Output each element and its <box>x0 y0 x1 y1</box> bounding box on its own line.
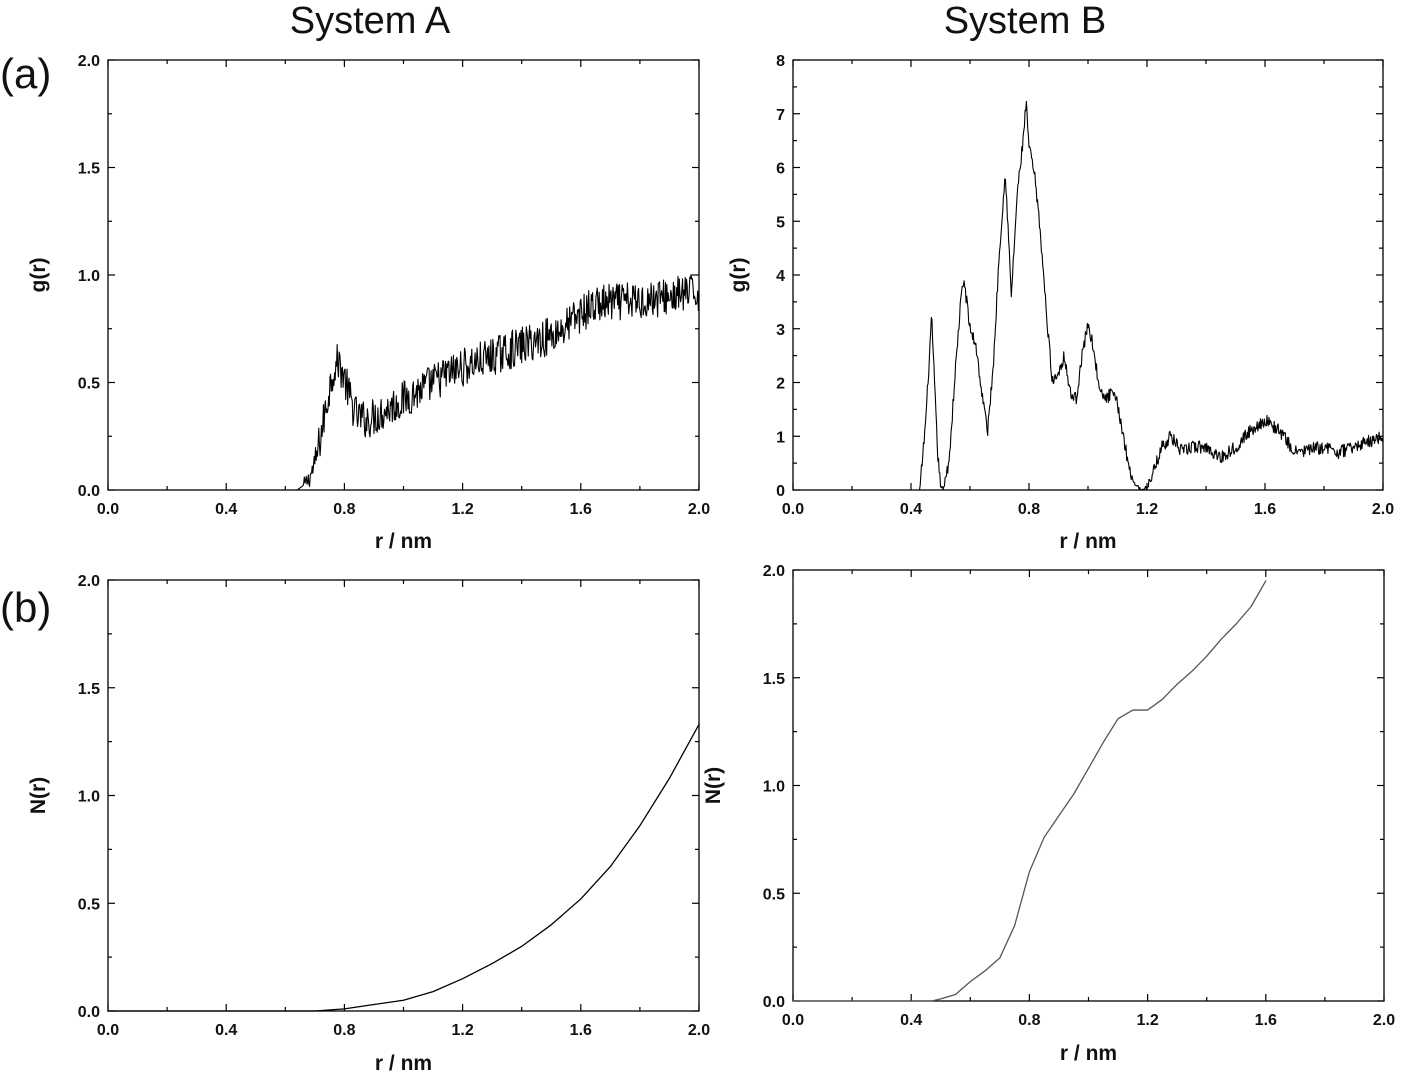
row-label-a: (a) <box>0 50 51 97</box>
x-tick-label: 1.2 <box>1136 1012 1158 1029</box>
x-tick-label: 0.0 <box>782 1012 804 1029</box>
y-tick-label: 0.5 <box>763 886 785 903</box>
y-tick-label: 7 <box>776 107 785 124</box>
y-tick-label: 0.5 <box>78 896 100 913</box>
y-tick-label: 2 <box>776 376 785 393</box>
y-tick-label: 0 <box>776 483 785 500</box>
chart-panel-a-system-a: 0.0 0.4 0.8 1.2 1.6 2.0 0.0 0.5 1.0 1.5 2.0 r / nm g… <box>27 53 710 553</box>
y-tick-label: 2.0 <box>78 53 100 70</box>
x-tick-label: 1.2 <box>451 501 473 518</box>
y-tick-label: 8 <box>776 53 785 70</box>
x-tick-label: 1.2 <box>451 1022 473 1039</box>
y-tick-label: 2.0 <box>78 573 100 590</box>
y-axis-label: g(r) <box>727 258 750 293</box>
x-tick-label: 0.4 <box>900 501 922 518</box>
x-axis-label: r / nm <box>375 530 432 553</box>
y-tick-label: 0.5 <box>78 376 100 393</box>
y-tick-label: 1.0 <box>78 789 100 806</box>
plot-frame <box>792 59 1384 491</box>
x-tick-label: 2.0 <box>1372 501 1394 518</box>
y-tick-label: 1.5 <box>763 671 785 688</box>
y-tick-label: 1.5 <box>78 681 100 698</box>
y-tick-label: 2.0 <box>763 563 785 580</box>
y-tick-label: 0.0 <box>78 483 100 500</box>
x-tick-label: 1.6 <box>570 501 592 518</box>
x-axis-label: r / nm <box>1060 1042 1117 1065</box>
column-title-system-b: System B <box>944 0 1107 42</box>
x-axis-label: r / nm <box>1059 530 1116 553</box>
chart-panel-b-system-a: 0.0 0.4 0.8 1.2 1.6 2.0 0.0 0.5 1.0 1.5 2.0 r / nm N… <box>27 573 710 1075</box>
plot-frame <box>792 569 1385 1002</box>
y-tick-label: 6 <box>776 161 785 178</box>
x-tick-label: 0.0 <box>97 501 119 518</box>
y-tick-label: 1 <box>776 429 785 446</box>
x-tick-label: 0.8 <box>1018 1012 1040 1029</box>
y-axis-label: N(r) <box>27 777 50 814</box>
x-tick-label: 2.0 <box>1373 1012 1395 1029</box>
y-tick-label: 0.0 <box>763 994 785 1011</box>
x-tick-label: 0.0 <box>782 501 804 518</box>
data-series-line <box>792 580 1267 1002</box>
x-tick-label: 1.6 <box>1254 501 1276 518</box>
y-axis-label: g(r) <box>27 258 50 293</box>
x-tick-label: 1.6 <box>570 1022 592 1039</box>
column-title-system-a: System A <box>290 0 451 42</box>
x-tick-label: 0.0 <box>97 1022 119 1039</box>
chart-panel-b-system-b: 0.0 0.4 0.8 1.2 1.6 2.0 0.0 0.5 1.0 1.5 2.0 r / nm N… <box>702 563 1395 1065</box>
x-tick-label: 0.4 <box>215 1022 237 1039</box>
y-tick-label: 1.0 <box>763 779 785 796</box>
x-tick-label: 0.4 <box>215 501 237 518</box>
y-tick-label: 3 <box>776 322 785 339</box>
x-tick-label: 0.8 <box>1018 501 1040 518</box>
plot-frame <box>107 579 700 1012</box>
plot-frame <box>107 59 700 491</box>
x-tick-label: 1.6 <box>1255 1012 1277 1029</box>
y-tick-label: 1.0 <box>78 268 100 285</box>
x-tick-label: 2.0 <box>688 1022 710 1039</box>
x-tick-label: 2.0 <box>688 501 710 518</box>
y-tick-label: 5 <box>776 214 785 231</box>
data-series-line <box>792 100 1384 491</box>
x-tick-label: 0.8 <box>333 1022 355 1039</box>
row-label-b: (b) <box>0 584 51 631</box>
x-tick-label: 1.2 <box>1136 501 1158 518</box>
y-tick-label: 4 <box>776 268 785 285</box>
y-axis-label: N(r) <box>702 767 725 804</box>
chart-panel-a-system-b: 0.0 0.4 0.8 1.2 1.6 2.0 0 1 2 3 4 5 6 7 8 r / nm g(r) <box>727 53 1394 553</box>
y-tick-label: 1.5 <box>78 161 100 178</box>
x-tick-label: 0.8 <box>333 501 355 518</box>
x-tick-label: 0.4 <box>900 1012 922 1029</box>
x-axis-label: r / nm <box>375 1052 432 1075</box>
data-series-line <box>107 273 700 491</box>
data-series-line <box>107 723 700 1012</box>
y-tick-label: 0.0 <box>78 1004 100 1021</box>
